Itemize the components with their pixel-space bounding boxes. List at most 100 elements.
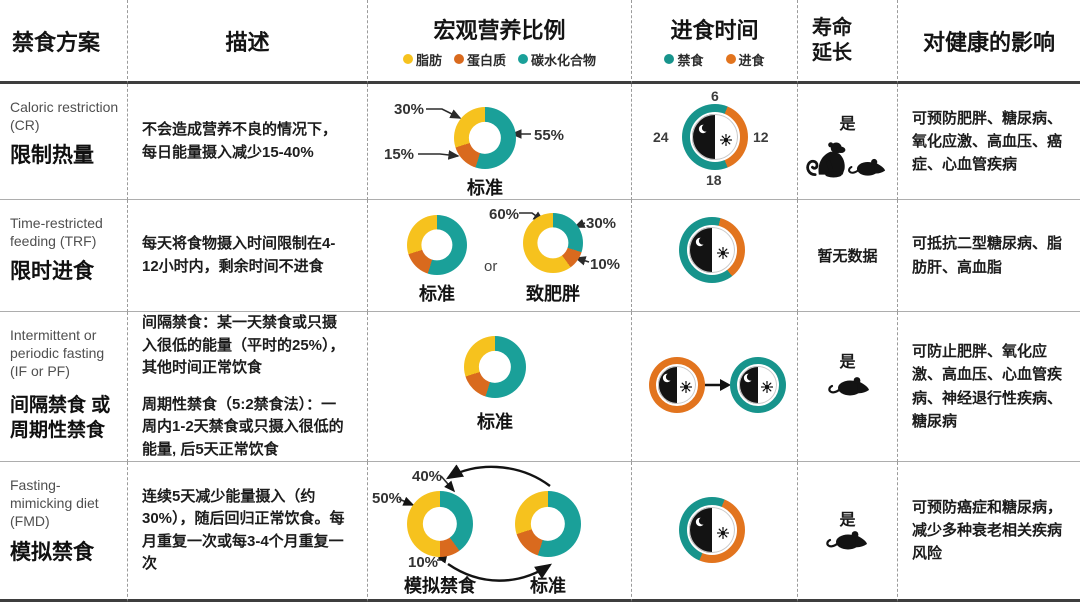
row-trf-macro-charts: or 60% 30% 10% 标准 致肥胖 <box>368 200 632 312</box>
donut-fasting-mimicking <box>407 491 473 557</box>
donut-obesogenic <box>523 213 583 273</box>
header-lifespan-label: 寿命延长 <box>812 16 852 64</box>
row-ifpf-plan: Intermittent or periodic fasting (IF or … <box>0 312 128 462</box>
donut-label: 致肥胖 <box>526 284 580 304</box>
donut-standard <box>515 491 581 557</box>
legend-carb-label: 碳水化合物 <box>531 52 597 68</box>
plan-name-en: Intermittent or periodic fasting (IF or … <box>10 327 105 380</box>
row-ifpf-macro-chart: 标准 <box>368 312 632 462</box>
header-eating-time-label: 进食时间 <box>670 17 759 43</box>
eating-clock-all-fasting <box>730 357 786 413</box>
lifespan-answer: 是 <box>839 512 856 529</box>
health-text: 可抵抗二型糖尿病、脂肪肝、高血脂 <box>912 235 1063 276</box>
day-night-face <box>656 364 698 406</box>
sun-icon <box>679 381 692 394</box>
donut-hole <box>421 229 453 261</box>
health-text: 可预防癌症和糖尿病，减少多种衰老相关疾病风险 <box>912 498 1063 563</box>
row-fmd-eating-clock <box>632 462 798 602</box>
row-cr-plan: Caloric restriction (CR) 限制热量 <box>0 84 128 200</box>
health-text: 可防止肥胖、氧化应激、高血压、心血管疾病、神经退行性疾病、糖尿病 <box>912 343 1063 430</box>
donut-standard <box>407 215 467 275</box>
donut-hole <box>478 350 512 384</box>
moon-icon <box>743 373 755 383</box>
row-ifpf-description: 间隔禁食：某一天禁食或只摄入很低的能量（平时的25%），其他时间正常饮食 周期性… <box>128 312 368 462</box>
clock-hour-24: 24 <box>653 129 669 145</box>
row-cr-macro-chart: 30% 15% 55% 标准 <box>368 84 632 200</box>
header-description-label: 描述 <box>225 29 270 55</box>
row-trf-plan: Time-restricted feeding (TRF) 限时进食 <box>0 200 128 312</box>
row-cr-eating-clock: 6 12 18 24 <box>632 84 798 200</box>
donut-hole <box>537 227 569 259</box>
lifespan-answer: 是 <box>839 116 856 133</box>
sun-icon <box>716 526 729 539</box>
row-cr-description: 不会造成营养不良的情况下，每日能量摄入减少15-40% <box>128 84 368 200</box>
row-ifpf-health: 可防止肥胖、氧化应激、高血压、心血管疾病、神经退行性疾病、糖尿病 <box>898 312 1080 462</box>
lifespan-answer: 是 <box>839 354 856 371</box>
donut-hole <box>422 506 458 542</box>
row-cr-health: 可预防肥胖、糖尿病、氧化应激、高血压、癌症、心血管疾病 <box>898 84 1080 200</box>
callout-carb: 30% <box>586 215 617 232</box>
or-label: or <box>484 258 498 275</box>
header-macronutrients: 宏观营养比例 脂肪 蛋白质 碳水化合物 <box>368 0 632 84</box>
row-fmd-macro-charts: 40% 50% 10% 模拟禁食 标准 <box>368 462 632 602</box>
legend-eating-label: 进食 <box>738 52 765 68</box>
header-plan: 禁食方案 <box>0 0 128 84</box>
description-text: 每天将食物摄入时间限制在4-12小时内，剩余时间不进食 <box>142 235 336 275</box>
legend-fasting-label: 禁食 <box>677 52 704 68</box>
donut-label: 标准 <box>530 576 566 596</box>
legend-item-fasting: 禁食 <box>664 50 704 69</box>
lifespan-answer: 暂无数据 <box>817 248 878 265</box>
clock-hour-12: 12 <box>753 129 769 145</box>
health-text: 可预防肥胖、糖尿病、氧化应激、高血压、癌症、心血管疾病 <box>912 109 1063 174</box>
day-night-face <box>687 225 737 275</box>
row-fmd-health: 可预防癌症和糖尿病，减少多种衰老相关疾病风险 <box>898 462 1080 602</box>
fasting-dot-icon <box>664 54 675 64</box>
legend-item-fat: 脂肪 <box>402 50 442 69</box>
callout-carb: 55% <box>534 127 565 144</box>
mouse-icon <box>826 531 867 550</box>
plan-name-zh: 限制热量 <box>10 144 94 168</box>
description-text: 周期性禁食（5:2禁食法）：一周内1-2天禁食或只摄入很低的能量, 后5天正常饮… <box>142 395 344 458</box>
callout-fat: 50% <box>372 490 403 507</box>
legend-protein-label: 蛋白质 <box>466 52 506 68</box>
header-health: 对健康的影响 <box>898 0 1080 84</box>
donut-label: 模拟禁食 <box>404 576 476 596</box>
donut-hole <box>468 121 502 155</box>
row-ifpf-eating-clocks <box>632 312 798 462</box>
row-trf-description: 每天将食物摄入时间限制在4-12小时内，剩余时间不进食 <box>128 200 368 312</box>
donut-label: 标准 <box>467 178 503 198</box>
fat-dot-icon <box>402 54 413 64</box>
header-lifespan: 寿命延长 <box>798 0 898 84</box>
day-night-face <box>690 112 740 162</box>
plan-name-en: Caloric restriction (CR) <box>10 99 119 134</box>
arrow-right-icon <box>705 379 731 391</box>
carb-dot-icon <box>518 54 528 64</box>
moon-icon <box>695 236 707 246</box>
header-description: 描述 <box>128 0 368 84</box>
callout-fat: 30% <box>394 101 425 118</box>
donut-hole <box>530 506 566 542</box>
monkey-icon <box>806 142 846 178</box>
eating-clock <box>679 217 745 283</box>
sun-icon <box>716 246 729 259</box>
header-health-label: 对健康的影响 <box>922 29 1055 55</box>
moon-icon <box>662 373 674 383</box>
legend-item-carb: 碳水化合物 <box>518 50 596 69</box>
header-plan-label: 禁食方案 <box>12 29 101 55</box>
protein-dot-icon <box>453 54 464 64</box>
callout-protein: 10% <box>590 256 621 273</box>
clock-hour-6: 6 <box>711 88 719 104</box>
sun-icon <box>719 133 732 146</box>
plan-name-zh: 模拟禁食 <box>10 540 94 564</box>
eating-clock-all-eating <box>649 357 705 413</box>
description-text: 间隔禁食：某一天禁食或只摄入很低的能量（平时的25%），其他时间正常饮食 <box>142 314 345 376</box>
plan-name-en: Fasting-mimicking diet (FMD) <box>10 477 99 530</box>
legend-item-protein: 蛋白质 <box>453 50 506 69</box>
description-text: 不会造成营养不良的情况下，每日能量摄入减少15-40% <box>142 121 338 161</box>
row-cr-lifespan: 是 <box>798 84 898 200</box>
donut-label: 标准 <box>419 284 455 304</box>
row-fmd-plan: Fasting-mimicking diet (FMD) 模拟禁食 <box>0 462 128 602</box>
row-trf-health: 可抵抗二型糖尿病、脂肪肝、高血脂 <box>898 200 1080 312</box>
